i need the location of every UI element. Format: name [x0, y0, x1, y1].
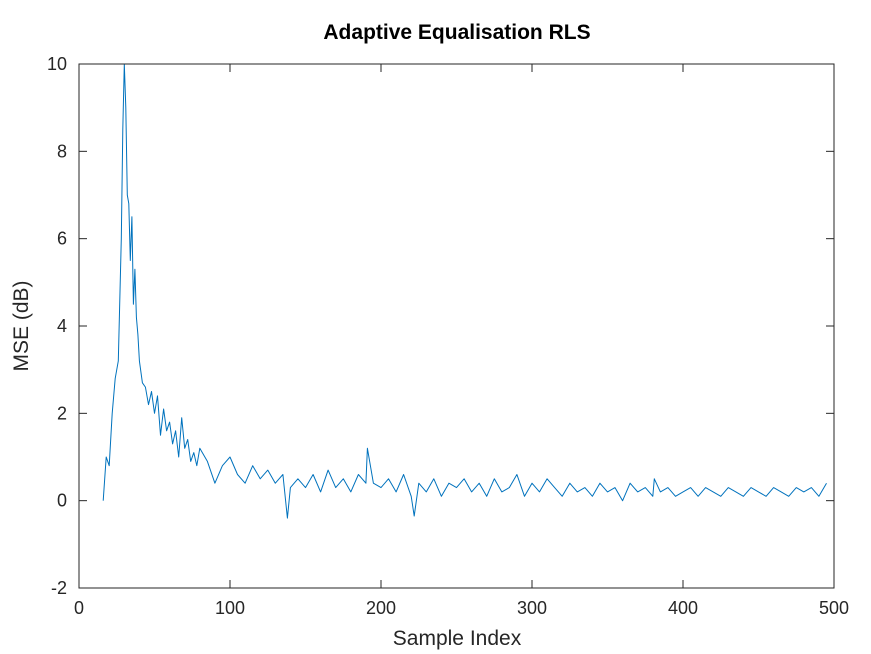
x-tick-label: 300	[517, 598, 547, 618]
series-layer	[102, 63, 827, 519]
chart-title: Adaptive Equalisation RLS	[323, 21, 590, 44]
y-axis-label: MSE (dB)	[10, 280, 33, 371]
series-line-0	[102, 63, 827, 519]
x-tick-label: 400	[668, 598, 698, 618]
axes-layer: 0 100 200 300 400 500 -2 0 2 4 6 8 10	[47, 54, 849, 618]
y-tick-label: -2	[51, 578, 67, 598]
x-tick-label: 0	[74, 598, 84, 618]
y-tick-label: 2	[57, 403, 67, 423]
y-tick-label: 10	[47, 54, 67, 74]
plot-background	[79, 64, 834, 588]
y-tick-label: 4	[57, 316, 67, 336]
y-tick-label: 0	[57, 491, 67, 511]
x-tick-label: 500	[819, 598, 849, 618]
x-axis-label: Sample Index	[393, 627, 522, 650]
x-tick-label: 100	[215, 598, 245, 618]
plot-area	[79, 64, 834, 588]
x-tick-label: 200	[366, 598, 396, 618]
y-tick-label: 6	[57, 229, 67, 249]
y-tick-label: 8	[57, 141, 67, 161]
